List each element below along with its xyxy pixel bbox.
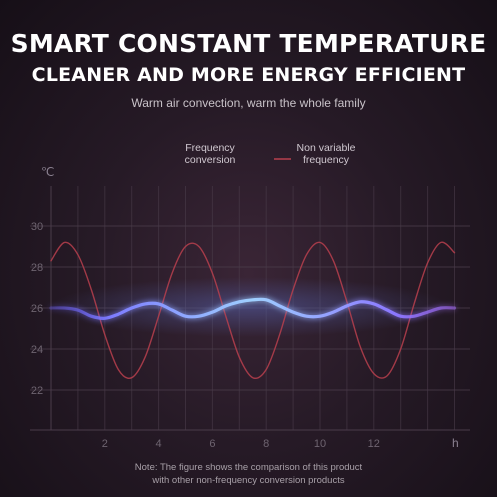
legend-label-nonvariable-1: Non variable bbox=[297, 142, 356, 154]
y-tick-label: 22 bbox=[31, 385, 43, 397]
y-tick-label: 24 bbox=[31, 344, 43, 356]
x-axis-unit: h bbox=[452, 436, 459, 450]
x-tick-label: 2 bbox=[102, 438, 108, 450]
legend-label-frequency-1: Frequency bbox=[185, 142, 235, 154]
x-tick-label: 4 bbox=[156, 438, 162, 450]
x-tick-label: 8 bbox=[263, 438, 269, 450]
legend-item-frequency: Frequency conversion bbox=[158, 142, 236, 166]
x-tick-label: 6 bbox=[209, 438, 215, 450]
chart-legend: Frequency conversion Non variable freque… bbox=[158, 142, 356, 166]
series-line-nonvariable bbox=[50, 241, 456, 379]
legend-label-nonvariable-2: frequency bbox=[303, 154, 350, 166]
title-line-2: CLEANER AND MORE ENERGY EFFICIENT bbox=[31, 64, 466, 86]
chart-series bbox=[49, 241, 457, 379]
x-tick-label: 12 bbox=[368, 438, 380, 450]
frequency-glow bbox=[50, 277, 450, 337]
footnote-line-2: with other non-frequency conversion prod… bbox=[152, 475, 345, 486]
y-axis-unit: ℃ bbox=[41, 165, 54, 179]
legend-item-nonvariable: Non variable frequency bbox=[274, 142, 356, 166]
y-tick-label: 28 bbox=[31, 262, 43, 274]
x-tick-label: 10 bbox=[314, 438, 326, 450]
x-ticks: 2 4 6 8 10 12 bbox=[102, 438, 380, 450]
subtitle: Warm air convection, warm the whole fami… bbox=[131, 96, 366, 110]
y-ticks: 22 24 26 28 30 bbox=[31, 221, 43, 397]
legend-label-frequency-2: conversion bbox=[185, 154, 236, 166]
footnote: Note: The figure shows the comparison of… bbox=[0, 461, 497, 487]
footnote-line-1: Note: The figure shows the comparison of… bbox=[134, 462, 363, 473]
title-line-1: SMART CONSTANT TEMPERATURE bbox=[10, 29, 487, 58]
y-tick-label: 26 bbox=[31, 303, 43, 315]
y-tick-label: 30 bbox=[31, 221, 43, 233]
series-line-frequency bbox=[49, 297, 457, 320]
